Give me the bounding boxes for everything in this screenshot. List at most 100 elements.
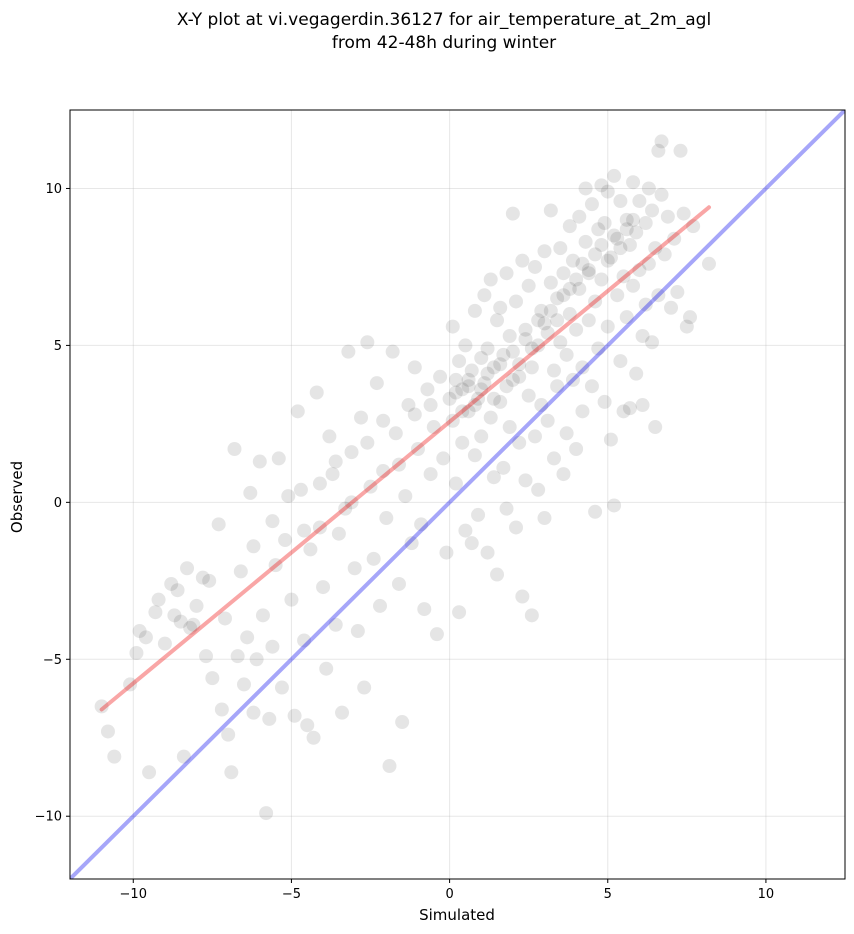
data-point (559, 347, 574, 362)
data-point (518, 322, 533, 337)
data-point (461, 379, 476, 394)
data-point (189, 598, 204, 613)
data-point (467, 448, 482, 463)
data-point (632, 194, 647, 209)
data-point (607, 228, 622, 243)
data-point (335, 705, 350, 720)
data-point (638, 215, 653, 230)
data-point (509, 520, 524, 535)
data-point (490, 313, 505, 328)
data-point (638, 297, 653, 312)
data-point (322, 429, 337, 444)
data-point (284, 592, 299, 607)
data-point (303, 542, 318, 557)
data-point (607, 498, 622, 513)
data-point (673, 143, 688, 158)
data-point (686, 219, 701, 234)
data-point (581, 263, 596, 278)
data-point (575, 404, 590, 419)
data-point (540, 413, 555, 428)
data-point (537, 511, 552, 526)
y-tick-label: 10 (45, 182, 62, 197)
y-tick-label: −5 (43, 653, 62, 668)
data-point (616, 404, 631, 419)
data-point (423, 467, 438, 482)
data-point (401, 398, 416, 413)
data-point (616, 269, 631, 284)
data-point (176, 749, 191, 764)
data-point (626, 212, 641, 227)
data-point (556, 467, 571, 482)
data-point (619, 212, 634, 227)
data-point (186, 617, 201, 632)
data-point (195, 570, 210, 585)
data-point (360, 335, 375, 350)
data-point (369, 376, 384, 391)
data-point (562, 307, 577, 322)
data-point (467, 303, 482, 318)
data-point (445, 413, 460, 428)
data-point (410, 441, 425, 456)
data-point (581, 313, 596, 328)
data-point (265, 514, 280, 529)
data-point (569, 272, 584, 287)
data-point (423, 398, 438, 413)
data-point (338, 501, 353, 516)
data-point (433, 369, 448, 384)
data-point (505, 372, 520, 387)
x-axis-label: Simulated (419, 906, 495, 924)
data-point (407, 407, 422, 422)
data-point (445, 319, 460, 334)
data-point (619, 222, 634, 237)
data-point (512, 435, 527, 450)
data-point (600, 319, 615, 334)
chart-title-line-2: from 42-48h during winter (332, 33, 556, 53)
data-point (496, 460, 511, 475)
data-point (420, 382, 435, 397)
data-point (505, 206, 520, 221)
data-point (486, 470, 501, 485)
data-point (619, 310, 634, 325)
data-point (211, 517, 226, 532)
data-point (249, 652, 264, 667)
data-point (480, 341, 495, 356)
data-point (667, 231, 682, 246)
data-point (553, 335, 568, 350)
data-point (221, 727, 236, 742)
data-point (550, 379, 565, 394)
data-point (607, 168, 622, 183)
data-point (499, 266, 514, 281)
data-point (594, 237, 609, 252)
data-point (486, 360, 501, 375)
data-point (477, 376, 492, 391)
data-point (701, 256, 716, 271)
x-tick-label: −10 (120, 887, 147, 902)
data-point (591, 222, 606, 237)
data-point (480, 366, 495, 381)
data-point (531, 482, 546, 497)
data-point (246, 539, 261, 554)
data-point (474, 350, 489, 365)
data-point (123, 677, 138, 692)
data-point (502, 420, 517, 435)
data-point (676, 206, 691, 221)
y-tick-label: 5 (54, 339, 62, 354)
data-point (170, 583, 185, 598)
data-point (183, 620, 198, 635)
data-point (632, 263, 647, 278)
data-point (657, 247, 672, 262)
data-point (442, 391, 457, 406)
data-point (572, 281, 587, 296)
data-point (645, 203, 660, 218)
data-point (569, 322, 584, 337)
data-point (531, 338, 546, 353)
data-point (344, 445, 359, 460)
data-point (350, 624, 365, 639)
data-point (613, 354, 628, 369)
data-point (297, 633, 312, 648)
data-point (439, 545, 454, 560)
y-tick-label: 0 (54, 496, 62, 511)
data-point (471, 391, 486, 406)
data-point (452, 605, 467, 620)
data-point (626, 278, 641, 293)
